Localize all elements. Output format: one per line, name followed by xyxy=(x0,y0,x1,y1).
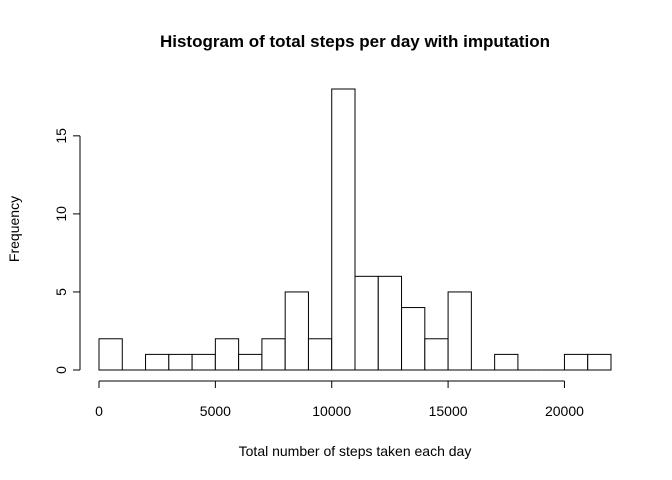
x-tick-label: 0 xyxy=(95,403,103,419)
y-axis-label: Frequency xyxy=(6,196,22,262)
histogram-bar-15000 xyxy=(447,291,472,371)
y-tick-label: 15 xyxy=(53,128,69,144)
y-tick-label: 10 xyxy=(53,206,69,222)
histogram-bar-7000 xyxy=(261,338,286,371)
histogram-bars xyxy=(98,88,612,371)
chart-title: Histogram of total steps per day with im… xyxy=(160,32,550,51)
histogram-bar-3000 xyxy=(168,353,193,371)
x-tick-label: 15000 xyxy=(429,403,468,419)
histogram-bar-21000 xyxy=(587,353,612,371)
histogram-bar-0 xyxy=(98,338,123,371)
histogram-bar-5000 xyxy=(214,338,240,371)
histogram-bar-14000 xyxy=(424,338,449,371)
histogram-bar-2000 xyxy=(145,353,170,371)
histogram-bar-4000 xyxy=(191,353,216,371)
x-tick-label: 5000 xyxy=(200,403,231,419)
histogram-bar-10000 xyxy=(331,88,356,371)
y-tick-label: 5 xyxy=(53,288,69,296)
x-tick-label: 20000 xyxy=(545,403,584,419)
histogram-bar-9000 xyxy=(307,338,333,371)
histogram-bar-6000 xyxy=(238,353,263,371)
histogram-bar-20000 xyxy=(563,353,589,371)
histogram-bar-17000 xyxy=(494,353,519,371)
x-tick-label: 10000 xyxy=(312,403,351,419)
x-axis-label: Total number of steps taken each day xyxy=(239,443,472,459)
histogram-bar-11000 xyxy=(354,275,379,371)
histogram-bar-8000 xyxy=(284,291,309,371)
x-axis: 0 5000 10000 15000 20000 xyxy=(95,380,584,419)
y-axis: 0 5 10 15 xyxy=(53,128,81,374)
histogram-bar-12000 xyxy=(377,275,403,371)
histogram-bar-13000 xyxy=(401,307,426,371)
y-tick-label: 0 xyxy=(53,366,69,374)
